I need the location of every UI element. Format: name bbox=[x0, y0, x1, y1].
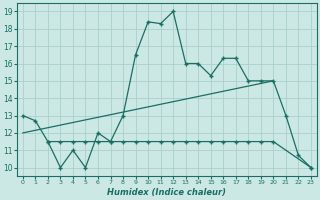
X-axis label: Humidex (Indice chaleur): Humidex (Indice chaleur) bbox=[108, 188, 226, 197]
